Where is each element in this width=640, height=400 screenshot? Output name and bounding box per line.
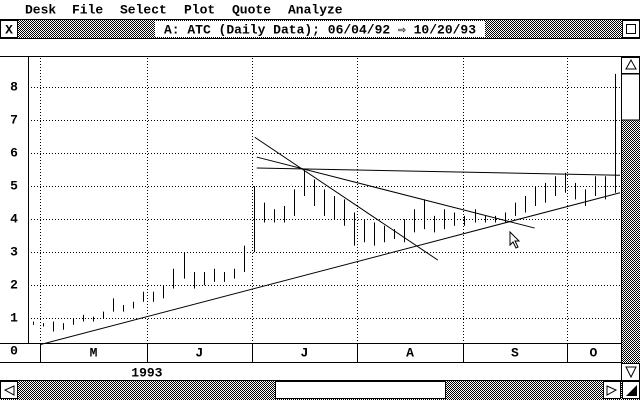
month-label: M: [90, 345, 98, 360]
y-tick-label: 8: [10, 79, 18, 94]
bottom-scrollbar[interactable]: [0, 380, 640, 400]
y-tick-label: 6: [10, 146, 18, 161]
y-tick-label: 5: [10, 179, 18, 194]
title-bg: [155, 21, 485, 37]
y-tick-label: 7: [10, 113, 18, 128]
plot: 0 1 2 3 4 5 6 7 8 M J J A S O 1993: [0, 57, 621, 380]
trend-line: [256, 156, 535, 229]
y-tick-label: 0: [10, 344, 18, 359]
menu-bar: Desk File Select Plot Quote Analyze: [0, 0, 640, 20]
menu-item[interactable]: Quote: [232, 2, 271, 17]
mouse-cursor: [509, 230, 521, 249]
year-label: 1993: [131, 365, 162, 380]
right-scrollbar[interactable]: [621, 57, 640, 381]
month-label: J: [195, 345, 203, 360]
full-icon: [626, 24, 636, 34]
full-box[interactable]: [622, 20, 640, 38]
trend-line: [39, 192, 621, 346]
menu-item[interactable]: File: [72, 2, 103, 17]
window-title: A: ATC (Daily Data); 06/04/92 ⇨ 10/20/93: [164, 22, 476, 37]
y-tick-label: 4: [10, 212, 18, 227]
trend-line: [256, 167, 621, 176]
menu-item[interactable]: Plot: [184, 2, 215, 17]
y-tick-label: 2: [10, 278, 18, 293]
menu-item[interactable]: Select: [120, 2, 167, 17]
y-tick-label: 3: [10, 245, 18, 260]
trend-line: [254, 136, 439, 261]
menu-item[interactable]: Analyze: [288, 2, 343, 17]
month-label: S: [511, 345, 519, 360]
close-icon: X: [5, 22, 13, 37]
close-box[interactable]: [0, 20, 18, 38]
menu-item[interactable]: Desk: [25, 2, 56, 17]
month-label: O: [590, 345, 598, 360]
month-label: A: [406, 345, 414, 360]
y-tick-label: 1: [10, 311, 18, 326]
month-label: J: [301, 345, 309, 360]
title-bar: X A: ATC (Daily Data); 06/04/92 ⇨ 10/20/…: [0, 20, 640, 57]
